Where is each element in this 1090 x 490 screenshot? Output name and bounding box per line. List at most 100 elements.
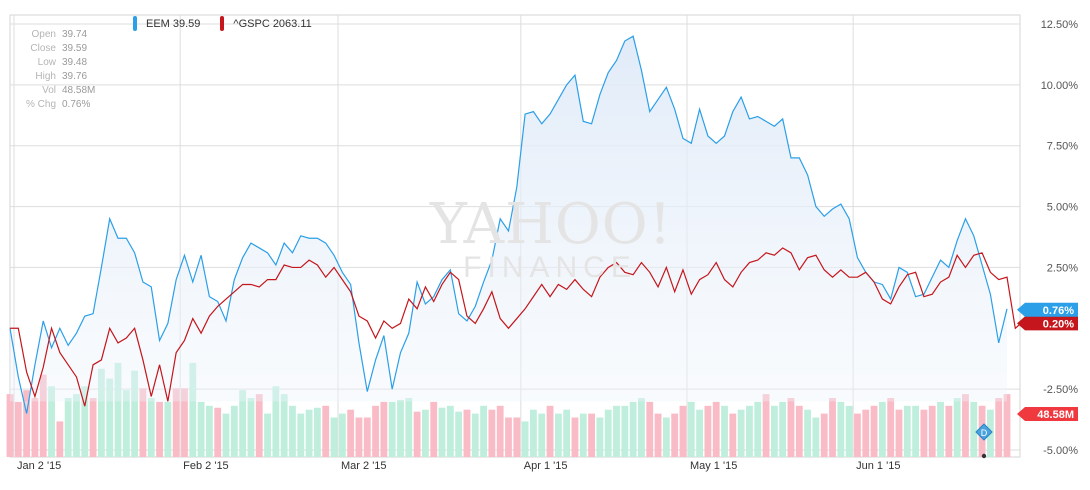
- series-line-gspc: [10, 247, 1025, 407]
- volume-bar: [937, 401, 944, 457]
- volume-bar: [455, 411, 463, 457]
- x-tick-label: Jan 2 '15: [17, 460, 61, 472]
- volume-bar: [446, 405, 454, 457]
- legend-item-gspc[interactable]: ^GSPC 2063.11: [220, 16, 312, 31]
- legend-item-eem[interactable]: EEM 39.59: [133, 16, 200, 31]
- volume-bar: [230, 405, 238, 457]
- volume-bar: [696, 409, 703, 457]
- volume-bar: [438, 407, 446, 457]
- volume-bar: [787, 398, 795, 457]
- y-tick-label: -5.00%: [1043, 445, 1078, 457]
- volume-bar: [854, 413, 861, 457]
- y-tick-label: -2.50%: [1043, 384, 1078, 396]
- badge-gspc-text: 0.20%: [1043, 318, 1074, 330]
- volume-bar: [496, 405, 504, 457]
- volume-bar: [106, 378, 114, 457]
- badge-eem-text: 0.76%: [1043, 305, 1074, 317]
- volume-bar: [1003, 394, 1011, 457]
- volume-bar: [912, 405, 920, 457]
- volume-bar: [588, 413, 595, 457]
- volume-bar: [156, 401, 163, 457]
- ohlc-vol-label: Vol: [42, 85, 56, 96]
- volume-bar: [995, 398, 1003, 457]
- volume-bar: [613, 405, 620, 457]
- dividend-dot: [981, 453, 987, 459]
- y-tick-label: 5.00%: [1047, 202, 1078, 214]
- volume-bar: [953, 398, 961, 457]
- x-tick-label: Feb 2 '15: [183, 460, 229, 472]
- volume-bar: [845, 405, 853, 457]
- volume-bar: [579, 413, 587, 457]
- badge-eem: 0.76%: [1017, 302, 1078, 317]
- volume-bar: [629, 401, 637, 457]
- ohlc-low-label: Low: [37, 57, 56, 68]
- volume-bar: [264, 413, 271, 457]
- ohlc-close-value: 39.59: [62, 43, 88, 54]
- badge-gspc: 0.20%: [1017, 316, 1078, 331]
- badge-gspc-shape: [1017, 316, 1078, 331]
- volume-bar: [563, 409, 571, 457]
- ohlc-low-value: 39.48: [62, 57, 88, 68]
- badge-volume-shape: [1017, 407, 1078, 421]
- volume-bar: [770, 405, 778, 457]
- volume-bar: [239, 390, 247, 457]
- volume-bar: [430, 401, 438, 457]
- legend-label-gspc: ^GSPC 2063.11: [233, 17, 312, 30]
- x-tick-label: Apr 1 '15: [524, 460, 568, 472]
- volume-bar: [505, 417, 512, 457]
- volume-bar: [205, 405, 213, 457]
- volume-bar: [530, 409, 537, 457]
- volume-bar: [463, 409, 471, 457]
- volume-bar: [837, 401, 845, 457]
- volume-bar: [272, 386, 280, 457]
- volume-bar: [804, 409, 812, 457]
- volume-bar: [355, 417, 363, 457]
- volume-bar: [6, 394, 14, 457]
- volume-bar: [488, 409, 496, 457]
- volume-bar: [812, 417, 820, 457]
- volume-bar: [413, 411, 421, 457]
- volume-bar: [903, 405, 911, 457]
- volume-bar: [920, 409, 928, 457]
- volume-bar: [687, 401, 695, 457]
- y-tick-label: 12.50%: [1041, 19, 1079, 31]
- volume-bar: [172, 388, 180, 457]
- ohlc-high-value: 39.76: [62, 71, 88, 82]
- volume-bar: [322, 405, 330, 457]
- volume-bar: [704, 405, 712, 457]
- ohlc-open-label: Open: [31, 29, 56, 40]
- legend: EEM 39.59 ^GSPC 2063.11: [133, 16, 332, 31]
- volume-bar: [114, 362, 122, 457]
- y-tick-label: 7.50%: [1047, 141, 1078, 153]
- volume-bar: [671, 413, 679, 457]
- volume-bar: [546, 405, 554, 457]
- volume-bar: [712, 401, 720, 457]
- x-tick-label: Jun 1 '15: [856, 460, 900, 472]
- ohlc-open-value: 39.74: [62, 29, 88, 40]
- ohlc-chg-value: 0.76%: [62, 99, 91, 110]
- badge-volume: 48.58M: [1017, 407, 1078, 421]
- volume-bar: [380, 401, 388, 457]
- dividend-diamond: [975, 423, 993, 441]
- volume-bar: [878, 401, 886, 457]
- volume-bar: [372, 405, 379, 457]
- badge-volume-text: 48.58M: [1037, 409, 1074, 421]
- volume-bar: [654, 413, 662, 457]
- volume-bar: [638, 398, 645, 457]
- volume-bar: [56, 421, 64, 457]
- eem-area: [10, 36, 1007, 414]
- ohlc-panel: Open 39.74 Close 39.59 Low 39.48 High 39.76 …: [14, 28, 95, 112]
- volume-bar: [721, 405, 728, 457]
- volume-bar: [73, 394, 80, 457]
- volume-bar: [297, 413, 305, 457]
- volume-bar: [147, 398, 155, 457]
- volume-bar: [795, 405, 803, 457]
- volume-bar: [164, 401, 172, 457]
- volume-bar: [64, 398, 72, 457]
- ohlc-chg-label: % Chg: [25, 99, 56, 110]
- dividend-letter: D: [981, 428, 988, 438]
- ohlc-open: Open 39.74: [14, 28, 95, 42]
- volume-bar: [887, 398, 895, 457]
- y-tick-label: 10.00%: [1041, 80, 1079, 92]
